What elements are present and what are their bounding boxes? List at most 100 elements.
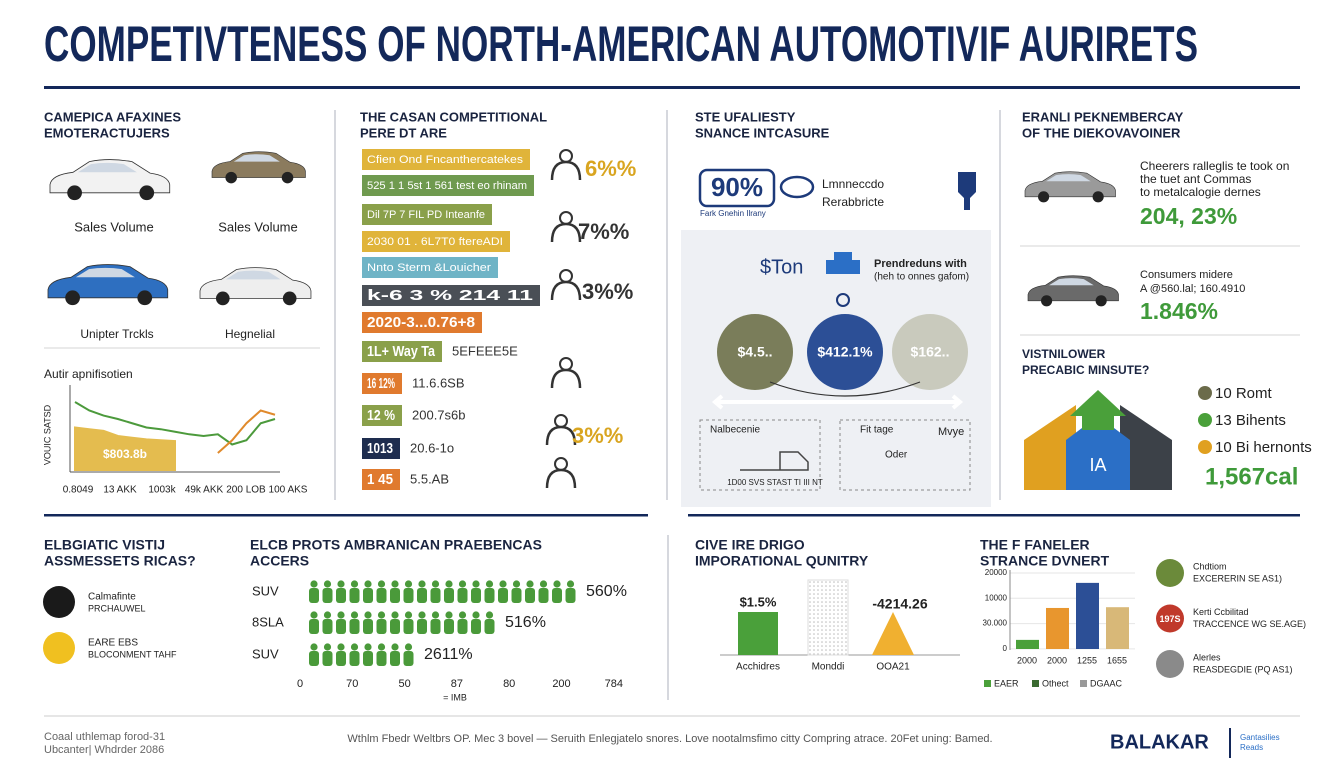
car-icon <box>211 151 306 184</box>
tag-text: 2030 01 . 6L7T0 ftereADI <box>367 236 503 248</box>
row-label: 516% <box>505 614 546 631</box>
car-icon <box>1027 275 1119 307</box>
line <box>74 401 276 446</box>
item-icon <box>1156 604 1184 633</box>
text: Consumers midere <box>1140 269 1233 281</box>
person-body <box>322 588 333 603</box>
footer-badge: Reads <box>1240 743 1263 752</box>
person-body <box>322 651 333 666</box>
value-circle <box>717 314 793 390</box>
text: the tuet ant Commas <box>1140 172 1251 186</box>
person-body <box>376 588 387 603</box>
car-window <box>77 162 137 173</box>
person-head <box>431 580 440 588</box>
person-body <box>403 619 414 634</box>
wheel <box>215 291 230 306</box>
arrow <box>711 394 964 410</box>
wheel <box>1041 295 1053 307</box>
car-window <box>233 154 280 162</box>
x-tick-label: 13 AKK <box>103 485 137 496</box>
text: A @560.lal; 160.4910 <box>1140 283 1245 295</box>
tag <box>362 175 534 196</box>
truck <box>740 451 809 471</box>
car-window <box>225 270 281 280</box>
section-heading: STE UFALIESTY <box>695 109 796 124</box>
person-head <box>350 611 359 619</box>
person-body <box>376 651 387 666</box>
brand-text: Rerabbricte <box>822 195 884 209</box>
icon-body <box>545 425 577 446</box>
icon-label: 7%% <box>578 219 629 244</box>
logo <box>779 175 815 199</box>
tag <box>362 204 492 225</box>
person-head <box>364 580 372 588</box>
x-tick-label: 1003k <box>148 485 176 496</box>
person-head <box>337 643 345 651</box>
person-head <box>512 580 521 588</box>
item-text: Chdtiom <box>1193 561 1227 571</box>
tag-text: 1L+ Way Ta <box>367 343 436 360</box>
person-body <box>444 619 454 634</box>
line <box>217 409 276 454</box>
car-body <box>1027 275 1119 302</box>
value-label: $1.5% <box>740 594 777 609</box>
person-body <box>349 619 360 634</box>
bar-shape <box>807 579 849 656</box>
person-body <box>363 588 373 603</box>
section-heading: ACCERS <box>250 553 309 569</box>
person-head <box>445 611 453 619</box>
wheel <box>137 290 153 306</box>
circle-label: $4.5.. <box>737 344 772 360</box>
person-head <box>391 643 399 651</box>
person-body <box>430 619 441 634</box>
x-tick-label: 2000 <box>1047 655 1067 665</box>
text: Cheerers ralleglis te took on <box>1140 159 1289 173</box>
person-body <box>471 588 481 603</box>
x-tick-label: 784 <box>605 678 623 690</box>
y-axis-label: VOUIC SATSD <box>42 404 52 465</box>
person-head <box>310 643 318 651</box>
person-body <box>552 588 562 603</box>
person-head <box>377 611 386 619</box>
person-body <box>525 588 535 603</box>
tag-text: Dil 7P 7 FIL PD Inteanfe <box>367 209 485 221</box>
person-head <box>418 580 426 588</box>
item-icon <box>1156 650 1184 678</box>
icon-body <box>550 368 582 389</box>
box-label: Oder <box>885 450 908 461</box>
legend-text: Othect <box>1042 678 1069 688</box>
car-window <box>1046 174 1091 182</box>
y-tick-label: 10000 <box>985 593 1008 602</box>
area <box>74 426 176 471</box>
person-head <box>391 580 399 588</box>
legend-swatch <box>1032 680 1039 687</box>
person-body <box>538 588 549 603</box>
tag <box>362 231 510 252</box>
car-icon <box>47 264 169 306</box>
item-text: TRACCENCE WG SE.AGE) <box>1193 619 1306 629</box>
person-body <box>349 588 360 603</box>
section-heading: PRECABIC MINSUTE? <box>1022 363 1149 377</box>
item-text: Alerles <box>1193 652 1221 662</box>
tag-text: Nnto Sterm &Louicher <box>367 262 491 274</box>
legend-text: EAER <box>994 678 1019 688</box>
icon <box>826 252 860 274</box>
person-head <box>404 643 413 651</box>
item-icon <box>43 586 75 618</box>
tag <box>362 285 540 306</box>
dashed-box <box>699 419 821 491</box>
tag <box>362 257 498 278</box>
icon-body <box>550 222 582 243</box>
wheel <box>1092 191 1104 203</box>
section-heading: ELBGIATIC VISTIJ <box>44 537 165 553</box>
row-label: 2611% <box>424 646 473 663</box>
value-circle <box>807 314 883 390</box>
person-head <box>553 580 561 588</box>
page-title: COMPETIVTENESS OF NORTH-AMERICAN AUTOMOT… <box>44 16 1198 72</box>
item-text: BLOCONMENT TAHF <box>88 649 177 659</box>
person-head <box>337 580 345 588</box>
person-head <box>391 611 399 619</box>
car-icon <box>199 267 312 306</box>
tag-text: 16 12% <box>367 375 395 392</box>
section-heading: ERANLI PEKNEMBERCAY <box>1022 109 1184 124</box>
